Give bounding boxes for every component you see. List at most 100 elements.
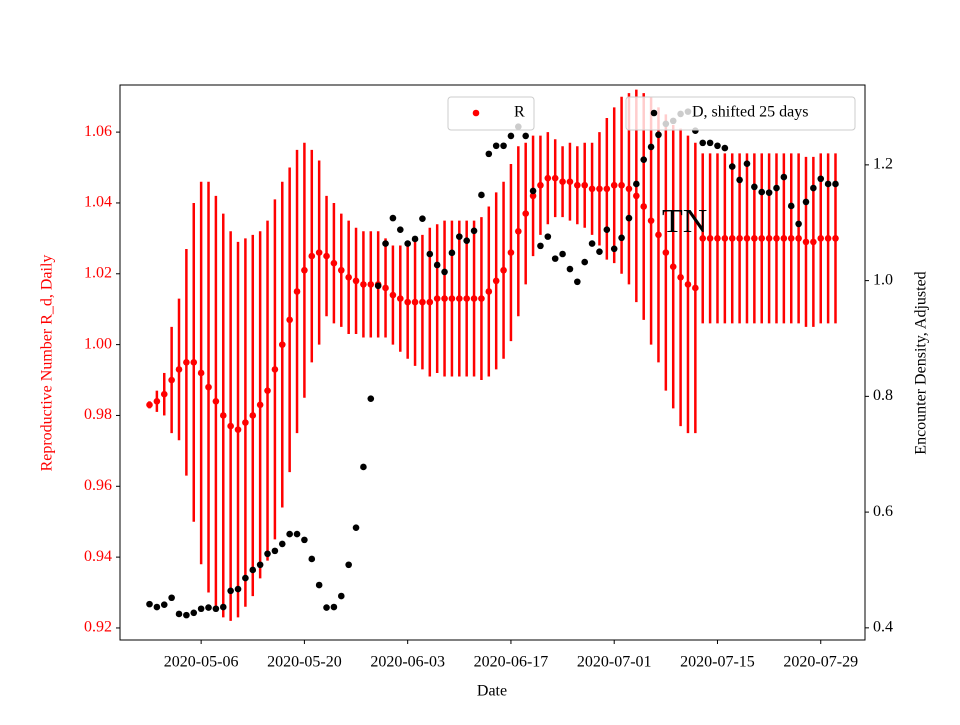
point xyxy=(382,284,389,292)
point xyxy=(692,284,699,292)
point xyxy=(618,234,625,242)
point xyxy=(728,235,736,242)
point xyxy=(581,181,589,189)
point xyxy=(581,258,589,266)
point xyxy=(146,600,153,608)
point xyxy=(537,242,544,250)
point xyxy=(640,203,648,210)
point xyxy=(242,574,249,582)
point xyxy=(337,592,345,600)
point xyxy=(706,139,714,147)
point xyxy=(175,610,183,618)
point xyxy=(714,235,721,242)
point xyxy=(234,585,242,593)
point xyxy=(456,295,463,302)
point xyxy=(153,397,161,405)
point xyxy=(183,359,190,366)
legend-marker xyxy=(650,109,658,117)
y2-tick-label: 0.8 xyxy=(873,387,893,404)
y2-tick-label: 0.6 xyxy=(873,503,893,520)
point xyxy=(286,530,293,538)
point xyxy=(706,235,714,242)
legend-label: D, shifted 25 days xyxy=(692,104,808,121)
y2-tick-label: 1.2 xyxy=(873,156,893,173)
y2-tick-label: 1.0 xyxy=(873,271,893,288)
point xyxy=(492,142,500,150)
point xyxy=(315,581,323,589)
point xyxy=(780,173,788,181)
point xyxy=(618,181,625,189)
point xyxy=(205,383,212,391)
y-tick-label: 0.92 xyxy=(84,619,112,636)
point xyxy=(544,233,552,240)
point xyxy=(817,175,825,183)
point xyxy=(529,192,537,200)
point xyxy=(751,235,758,242)
point xyxy=(308,555,316,563)
point xyxy=(500,142,507,150)
point xyxy=(396,295,404,302)
legend-label: R xyxy=(514,104,525,121)
legend-box xyxy=(625,96,856,131)
point xyxy=(301,266,308,274)
point xyxy=(433,261,441,269)
point xyxy=(588,240,596,247)
point xyxy=(293,288,301,295)
point xyxy=(197,605,205,613)
point xyxy=(765,235,773,242)
point xyxy=(824,235,832,242)
point xyxy=(301,536,308,544)
x-tick-label: 2020-06-17 xyxy=(474,654,549,671)
point xyxy=(669,263,677,270)
point xyxy=(640,156,648,163)
point xyxy=(655,131,662,139)
point xyxy=(286,316,293,324)
point xyxy=(633,180,640,188)
point xyxy=(360,463,367,471)
point xyxy=(419,215,426,222)
point xyxy=(802,238,810,246)
point xyxy=(736,176,743,184)
point xyxy=(323,604,330,611)
legend-box xyxy=(447,96,535,131)
y-tick-label: 1.06 xyxy=(84,123,112,140)
point xyxy=(684,281,692,288)
x-tick-label: 2020-05-20 xyxy=(267,654,342,671)
point xyxy=(802,198,810,206)
point xyxy=(625,185,633,193)
point xyxy=(728,163,736,170)
point xyxy=(389,291,397,299)
point xyxy=(758,235,766,242)
point xyxy=(817,235,825,242)
point xyxy=(374,282,382,290)
point xyxy=(832,180,839,188)
point xyxy=(227,422,234,430)
point xyxy=(596,248,603,255)
point xyxy=(183,611,190,619)
point xyxy=(603,226,611,233)
point xyxy=(610,245,618,253)
point xyxy=(308,252,316,260)
point xyxy=(404,240,411,247)
point xyxy=(824,180,832,188)
point xyxy=(559,250,566,258)
point xyxy=(278,341,286,348)
point xyxy=(234,426,242,433)
point xyxy=(699,139,707,147)
point xyxy=(419,298,426,306)
point xyxy=(574,278,581,286)
x-tick-label: 2020-06-03 xyxy=(370,654,445,671)
point xyxy=(360,281,367,288)
point xyxy=(559,178,566,185)
y-tick-label: 1.00 xyxy=(84,335,112,352)
point xyxy=(168,594,175,602)
point xyxy=(175,366,183,373)
x-tick-label: 2020-07-15 xyxy=(680,654,755,671)
y-tick-label: 0.94 xyxy=(84,548,112,565)
point xyxy=(529,187,537,195)
point xyxy=(411,235,419,243)
legend-marker xyxy=(472,109,480,117)
point xyxy=(345,274,352,281)
point xyxy=(810,238,817,246)
point xyxy=(227,587,234,595)
